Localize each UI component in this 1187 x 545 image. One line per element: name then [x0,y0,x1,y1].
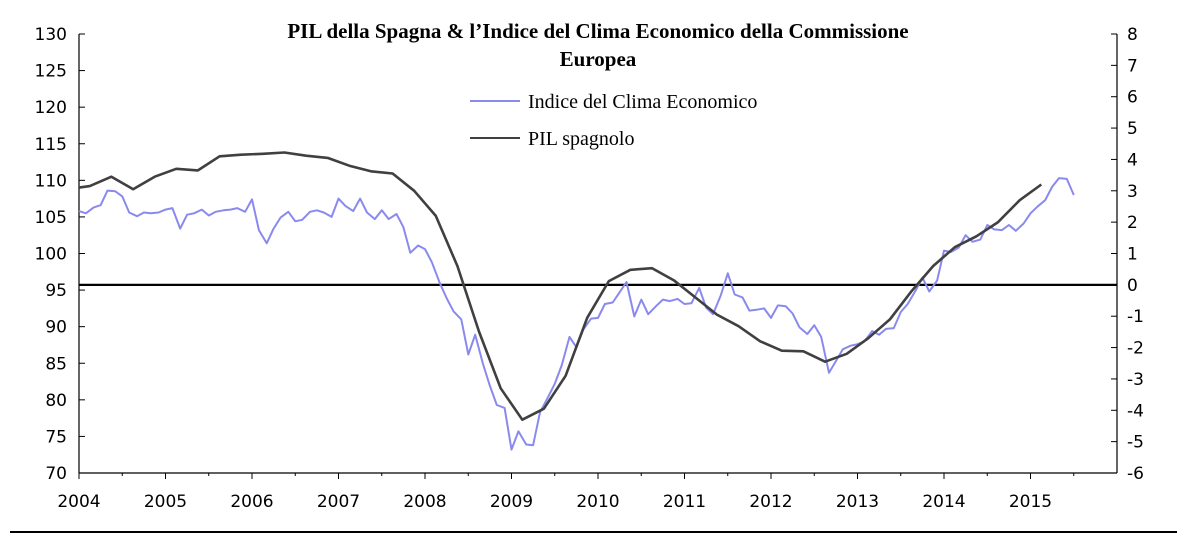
right-tick-label: 0 [1127,276,1138,296]
legend-label-pil: PIL spagnolo [528,128,634,150]
right-tick-label: -4 [1127,401,1144,421]
right-tick-label: -6 [1127,464,1144,484]
x-tick-label: 2014 [922,492,965,512]
right-tick-label: 2 [1127,213,1138,233]
left-tick-label: 125 [35,62,67,82]
right-tick-label: 8 [1127,25,1138,45]
right-tick-label: 3 [1127,182,1138,202]
right-tick-label: 7 [1127,56,1138,76]
right-tick-label: 4 [1127,150,1138,170]
legend-label-indice: Indice del Clima Economico [528,91,757,113]
left-tick-label: 100 [35,245,67,265]
series-line-pil-spagnolo [78,151,1043,422]
left-tick-label: 85 [45,354,67,374]
right-tick-label: -1 [1127,307,1144,327]
left-tick-label: 90 [45,318,67,338]
x-tick-label: 2010 [576,492,619,512]
right-tick-label: 5 [1127,119,1138,139]
legend: Indice del Clima Economico PIL spagnolo [470,91,757,150]
left-tick-label: 110 [35,171,67,191]
right-tick-label: -2 [1127,339,1144,359]
x-tick-label: 2007 [317,492,360,512]
series-line-indice-clima-economico [78,177,1075,451]
left-tick-label: 105 [35,208,67,228]
left-tick-label: 75 [45,427,67,447]
left-tick-label: 120 [35,98,67,118]
left-tick-label: 80 [45,391,67,411]
x-tick-label: 2008 [403,492,446,512]
x-tick-label: 2006 [230,492,273,512]
x-tick-label: 2012 [749,492,792,512]
left-tick-label: 70 [45,464,67,484]
x-tick-label: 2015 [1009,492,1052,512]
chart-title-line-1: PIL della Spagna & l’Indice del Clima Ec… [287,19,908,43]
left-axis-ticks: 70 75 80 85 90 95 100 105 110 115 120 125 130 [35,25,85,484]
right-tick-label: 6 [1127,88,1138,108]
x-tick-label: 2005 [144,492,187,512]
chart-title-line-2: Europea [560,47,637,71]
left-tick-label: 115 [35,135,67,155]
chart-title: PIL della Spagna & l’Indice del Clima Ec… [287,19,908,71]
right-tick-label: -5 [1127,433,1144,453]
left-tick-label: 95 [45,281,67,301]
x-tick-label: 2013 [836,492,879,512]
right-tick-label: -3 [1127,370,1144,390]
x-tick-label: 2004 [57,492,100,512]
x-axis-ticks: 2004 2005 2006 2007 2008 2009 2010 2011 2012 2013… [57,473,1075,512]
x-tick-label: 2009 [490,492,533,512]
left-tick-label: 130 [35,25,67,45]
right-axis-ticks: -6 -5 -4 -3 -2 -1 0 1 2 3 4 5 6 7 8 [1111,25,1144,484]
x-tick-label: 2011 [663,492,706,512]
series-layer [78,151,1075,451]
right-tick-label: 1 [1127,245,1138,265]
